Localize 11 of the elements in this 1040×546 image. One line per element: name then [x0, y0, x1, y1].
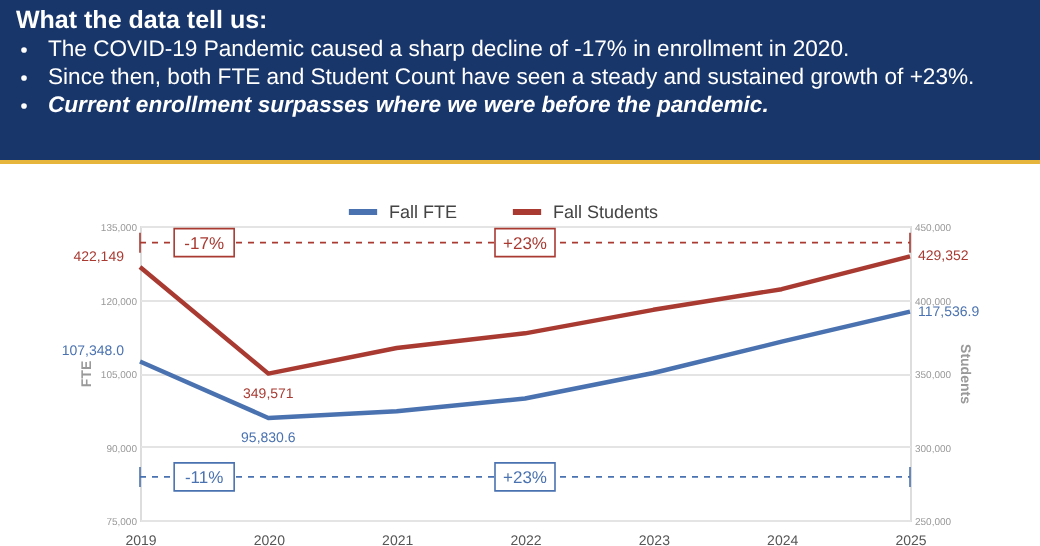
annotation: -17%	[184, 232, 225, 253]
text: Since then, both FTE and Student Count have seen a steady and sustained growth of +23%.	[48, 66, 975, 90]
annotation: -11%	[184, 466, 225, 487]
text: Current enrollment surpasses where we were before the pandemic.	[48, 94, 769, 118]
text: The COVID-19 Pandemic caused a sharp decline of -17% in enrollment in 2020.	[48, 38, 850, 62]
legend-label: Fall Students	[553, 202, 660, 222]
line-series	[137, 309, 913, 421]
legend-label: Fall FTE	[389, 202, 458, 222]
chart-title: What the data tell us:	[16, 6, 268, 34]
annotation: +23%	[503, 466, 548, 487]
annotation: +23%	[503, 232, 548, 253]
